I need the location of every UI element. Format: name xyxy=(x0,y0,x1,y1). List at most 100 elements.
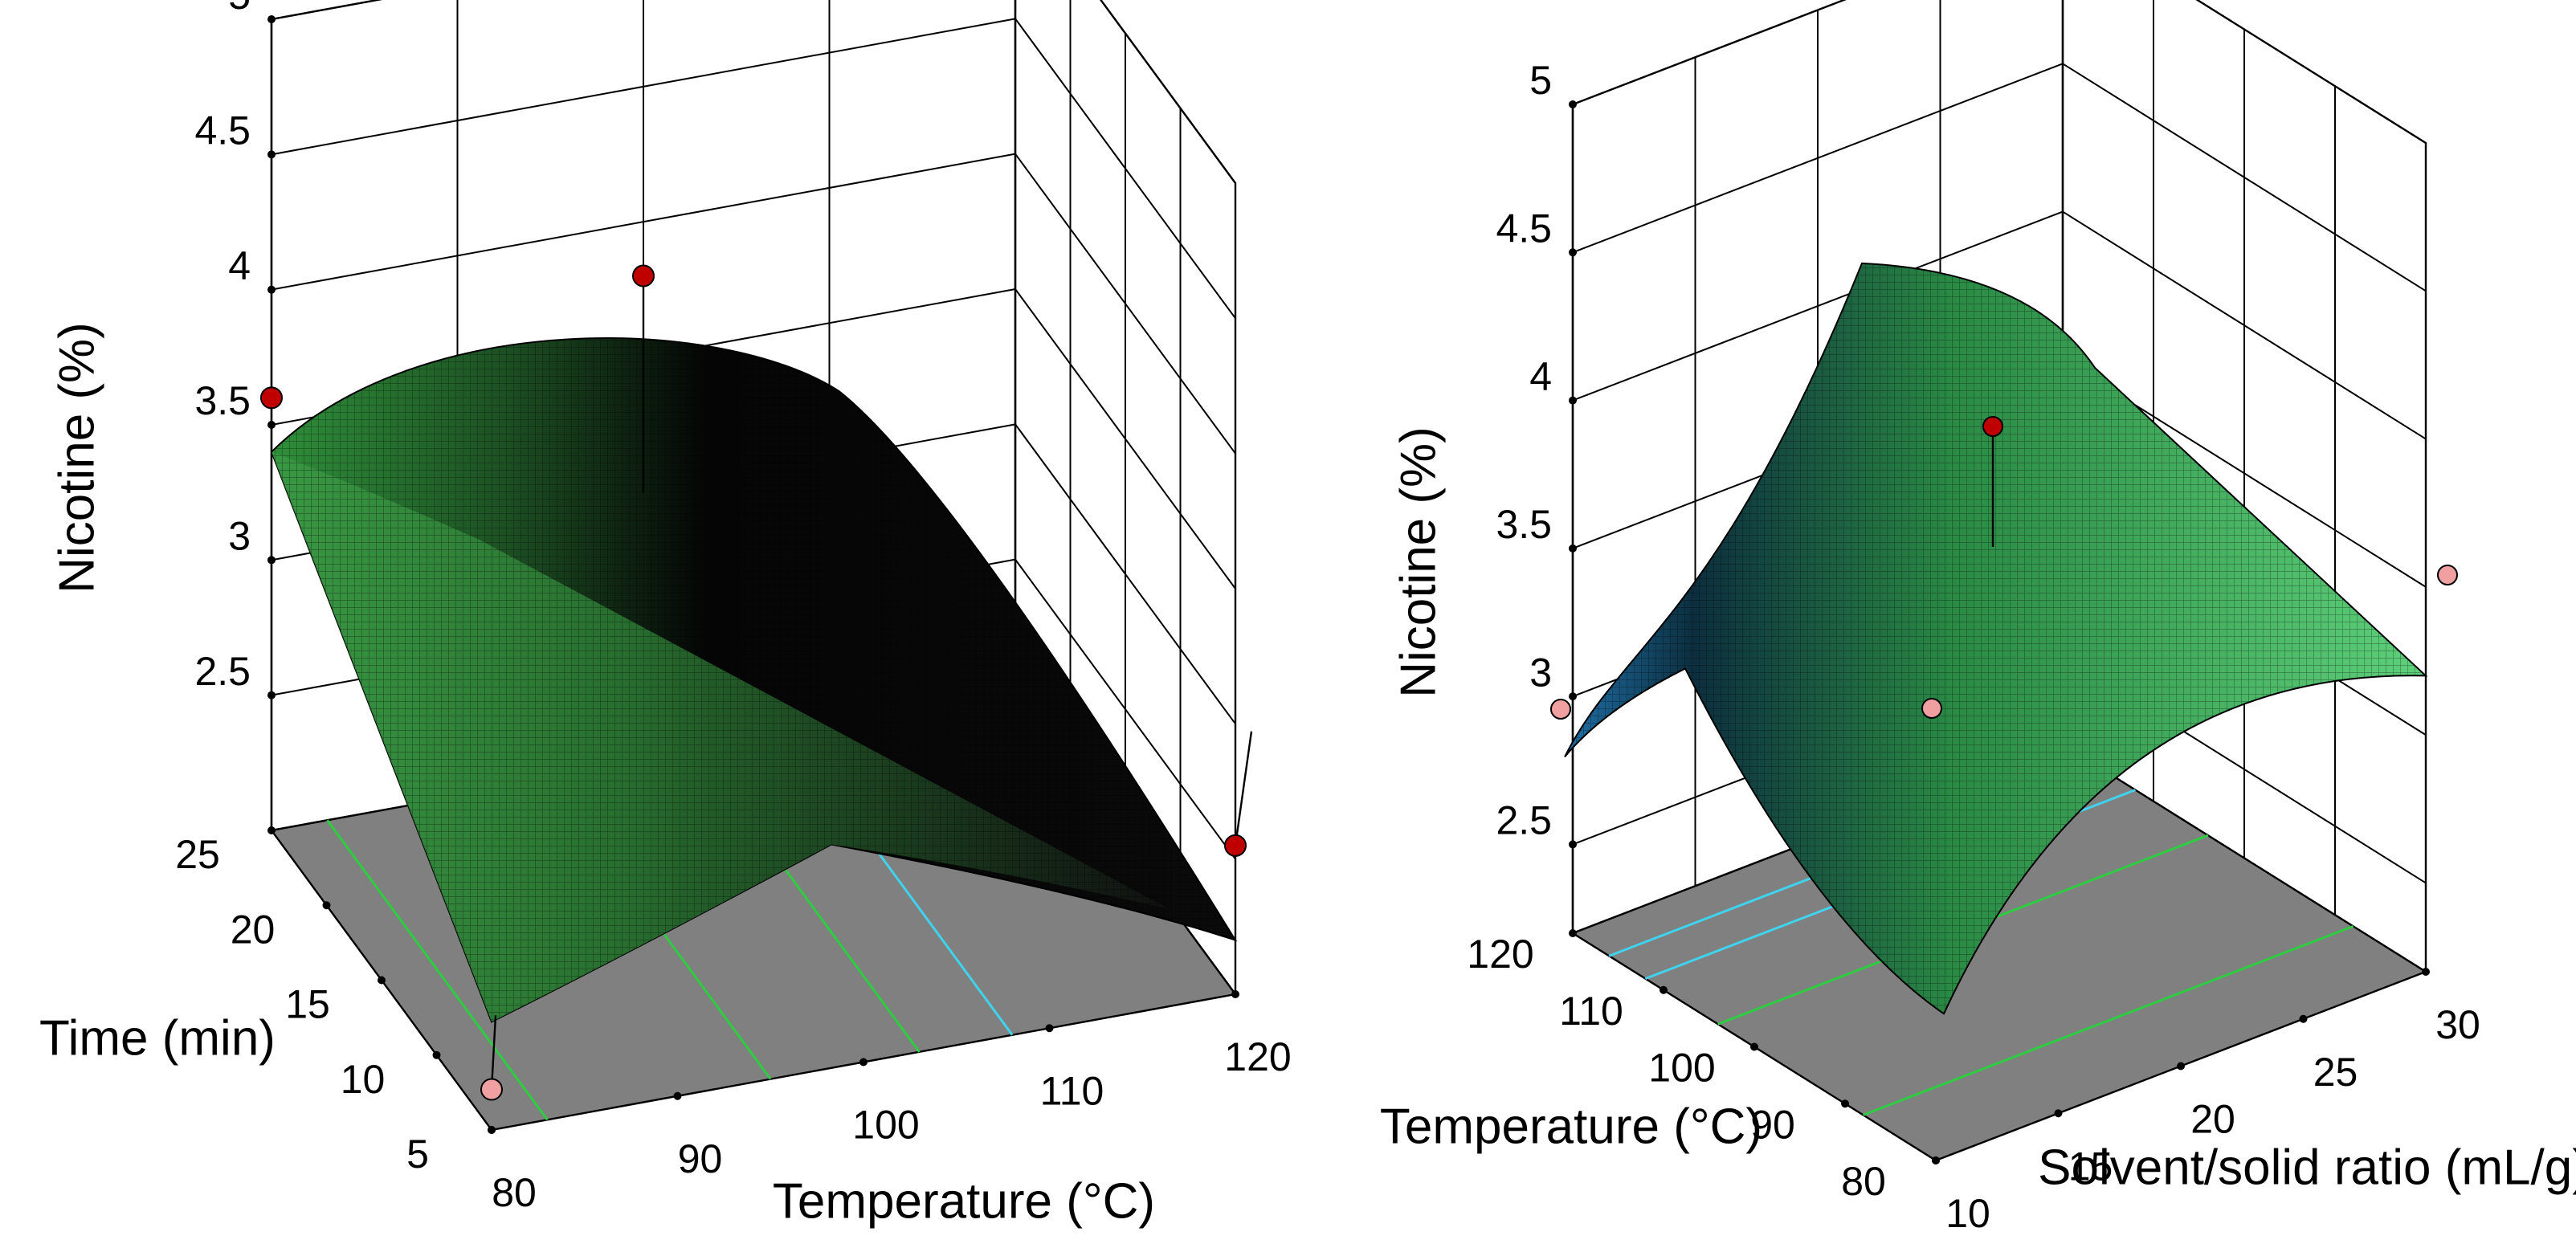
x-tick xyxy=(1045,1024,1054,1033)
axis-titles: Nicotine (%) Temperature (°C) Solvent/soli… xyxy=(1380,426,2576,1195)
y-tick xyxy=(378,976,386,985)
x-tick xyxy=(2422,968,2430,976)
response-surface xyxy=(1564,262,2428,1015)
x-axis-title: Temperature (°C) xyxy=(773,1173,1155,1229)
x-tick-label: 15 xyxy=(2068,1144,2113,1189)
z-tick xyxy=(1569,248,1577,257)
x-tick xyxy=(2177,1062,2185,1071)
surface-mesh xyxy=(1565,263,2426,1014)
z-tick-label: 4 xyxy=(228,243,251,288)
x-tick xyxy=(673,1091,682,1100)
design-points xyxy=(260,264,1253,1101)
surface-front-mesh xyxy=(271,451,1169,1022)
y-tick-label: 15 xyxy=(285,982,330,1027)
z-tick-label: 4 xyxy=(1529,354,1552,399)
design-point-stem xyxy=(490,1015,497,1090)
grid-line xyxy=(1014,153,1236,455)
z-tick xyxy=(1569,396,1577,405)
grid-line xyxy=(1014,288,1236,589)
y-tick xyxy=(432,1050,441,1059)
z-axis-title: Nicotine (%) xyxy=(1390,426,1446,698)
x-tick-label: 90 xyxy=(678,1136,723,1181)
y-tick-label: 20 xyxy=(231,907,276,952)
x-tick xyxy=(2299,1014,2308,1023)
y-tick-label: 90 xyxy=(1750,1102,1795,1147)
grid-line xyxy=(1572,63,2064,254)
z-tick-label: 4.5 xyxy=(194,108,251,153)
x-tick-label: 20 xyxy=(2190,1097,2235,1142)
grid-line xyxy=(2062,63,2427,292)
z-tick xyxy=(267,556,276,565)
y-tick-label: 120 xyxy=(1467,932,1533,977)
z-axis-title: Nicotine (%) xyxy=(49,322,104,593)
x-tick xyxy=(2054,1109,2063,1118)
y-tick-label: 5 xyxy=(406,1132,429,1177)
y-tick-label: 80 xyxy=(1841,1159,1886,1204)
y-tick xyxy=(1932,1156,1940,1164)
z-tick-label: 3.5 xyxy=(1496,502,1552,547)
x-tick xyxy=(859,1058,868,1067)
z-tick-label: 4.5 xyxy=(1496,206,1552,251)
y-tick xyxy=(322,901,331,910)
y-tick xyxy=(1569,929,1577,937)
design-point xyxy=(1982,416,2003,437)
x-tick xyxy=(1231,990,1239,998)
z-tick-label: 2.5 xyxy=(194,649,251,694)
x-tick-label: 110 xyxy=(1040,1068,1104,1113)
y-tick-label: 110 xyxy=(1559,989,1623,1034)
contour-line xyxy=(1863,925,2354,1116)
design-point xyxy=(1921,698,1942,719)
z-tick xyxy=(267,285,276,294)
grid-line xyxy=(1100,0,1236,184)
y-tick xyxy=(488,1126,496,1134)
x-tick-label: 100 xyxy=(852,1103,919,1148)
grid-line xyxy=(1014,423,1236,724)
z-tick-label: 5 xyxy=(1529,58,1552,103)
z-tick xyxy=(267,691,276,699)
right-chart: 2.533.544.5510152025308090100110120Nicot… xyxy=(1380,0,2576,1236)
z-tick xyxy=(1569,544,1577,553)
y-axis-title: Temperature (°C) xyxy=(1380,1099,1762,1154)
design-point xyxy=(2437,565,2458,585)
z-tick-label: 3 xyxy=(1529,650,1552,695)
x-tick-label: 30 xyxy=(2435,1002,2480,1047)
grid-line xyxy=(1572,210,2064,402)
grid-line xyxy=(2062,210,2427,440)
z-tick xyxy=(267,150,276,159)
y-tick xyxy=(1841,1099,1849,1108)
y-axis-title: Time (min) xyxy=(39,1010,276,1066)
y-tick-label: 10 xyxy=(341,1057,386,1102)
z-tick xyxy=(1569,100,1577,108)
grid-line xyxy=(1572,0,1847,105)
z-tick xyxy=(267,421,276,429)
design-point xyxy=(632,264,655,288)
contour-line xyxy=(326,819,549,1121)
z-tick xyxy=(1569,692,1577,701)
grid-line xyxy=(1014,559,1236,860)
design-points xyxy=(1550,416,2458,720)
axis-titles: Nicotine (%) Temperature (°C) Time (min) xyxy=(39,322,1155,1229)
design-point xyxy=(480,1078,503,1101)
design-point xyxy=(260,386,283,410)
x-tick-label: 25 xyxy=(2313,1050,2358,1095)
z-tick xyxy=(1569,840,1577,849)
design-point xyxy=(1550,699,1571,720)
y-tick xyxy=(1659,985,1668,994)
design-point-stem xyxy=(1234,731,1253,846)
axes: 2.5 3 3.5 4 4.5 5 10 15 20 25 30 80 90 100 110 120 xyxy=(1467,58,2480,1236)
grid-line xyxy=(2195,0,2427,144)
grid-line xyxy=(271,18,1016,156)
z-tick-label: 5 xyxy=(228,0,251,18)
grid-line xyxy=(271,153,1016,291)
grid-line xyxy=(1014,18,1236,319)
z-tick xyxy=(267,15,276,23)
z-tick-label: 3 xyxy=(228,514,251,559)
x-axis-title: Solvent/solid ratio (mL/g) xyxy=(2038,1140,2576,1195)
x-tick-label: 80 xyxy=(492,1170,537,1215)
design-point xyxy=(1224,834,1247,857)
x-tick-label: 10 xyxy=(1945,1191,1990,1236)
response-surface xyxy=(270,337,1238,1023)
left-chart: 2.533.544.558090100110120510152025Nicoti… xyxy=(39,0,1292,1229)
